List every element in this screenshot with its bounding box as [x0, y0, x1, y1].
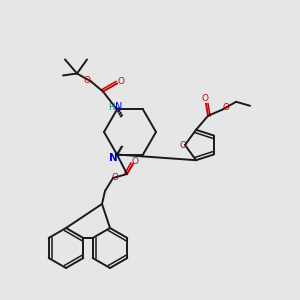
Text: H: H	[108, 103, 114, 112]
Text: O: O	[202, 94, 208, 103]
Text: O: O	[112, 172, 118, 182]
Text: O: O	[83, 76, 91, 85]
Text: O: O	[118, 77, 124, 86]
Text: O: O	[223, 103, 230, 112]
Text: O: O	[179, 140, 187, 149]
Text: N: N	[109, 152, 117, 163]
Text: O: O	[131, 157, 139, 166]
Text: N: N	[115, 103, 123, 112]
